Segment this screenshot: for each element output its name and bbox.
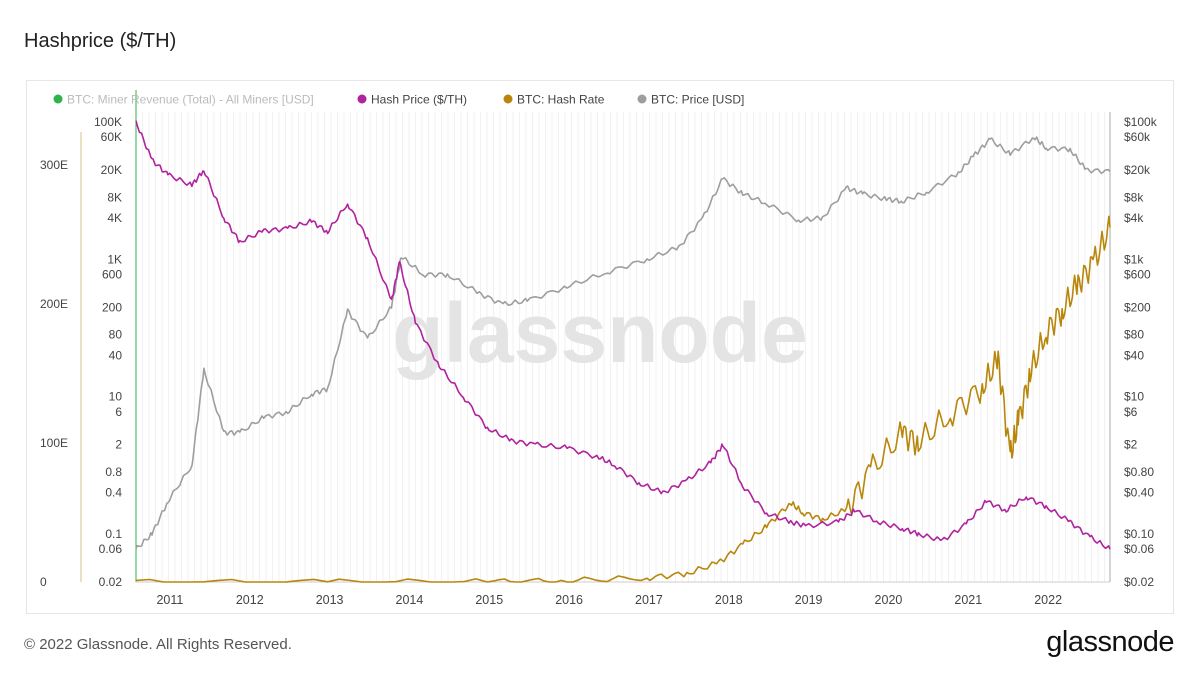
glassnode-logo[interactable]: glassnode (1046, 626, 1174, 658)
chart-container (26, 80, 1174, 614)
copyright-text: © 2022 Glassnode. All Rights Reserved. (24, 636, 292, 653)
page-title: Hashprice ($/TH) (24, 30, 177, 52)
